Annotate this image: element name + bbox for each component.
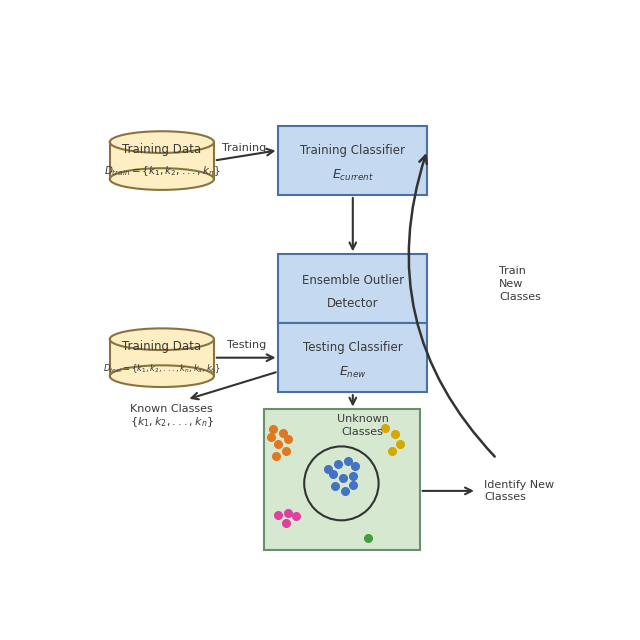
- Ellipse shape: [110, 168, 214, 190]
- Text: Training Data: Training Data: [122, 340, 202, 353]
- Text: Unknown
Classes: Unknown Classes: [337, 414, 388, 436]
- Polygon shape: [110, 142, 214, 179]
- Polygon shape: [110, 339, 214, 376]
- Text: Testing: Testing: [227, 340, 266, 350]
- Text: Detector: Detector: [327, 298, 379, 310]
- Text: $E_{current}$: $E_{current}$: [332, 168, 374, 183]
- Bar: [278, 126, 428, 195]
- Ellipse shape: [110, 328, 214, 350]
- Bar: [278, 254, 428, 323]
- Ellipse shape: [110, 365, 214, 387]
- Text: $E_{new}$: $E_{new}$: [339, 365, 367, 380]
- Text: Training: Training: [221, 143, 266, 153]
- FancyArrowPatch shape: [409, 156, 495, 456]
- Ellipse shape: [110, 131, 214, 153]
- Text: Identify New
Classes: Identify New Classes: [484, 480, 554, 502]
- Bar: [264, 410, 420, 550]
- Text: Ensemble Outlier: Ensemble Outlier: [301, 274, 404, 287]
- Text: Training Data: Training Data: [122, 143, 202, 156]
- Text: $D_{test} = \{k_1,k_2,...,k_n,k_a,k_b\}$: $D_{test} = \{k_1,k_2,...,k_n,k_a,k_b\}$: [103, 362, 221, 375]
- Text: $\{k_1,k_2,...,k_n\}$: $\{k_1,k_2,...,k_n\}$: [130, 415, 214, 429]
- Text: Known Classes: Known Classes: [131, 404, 213, 415]
- Text: Training Classifier: Training Classifier: [300, 144, 405, 157]
- Text: Testing Classifier: Testing Classifier: [303, 341, 403, 354]
- Text: Train
New
Classes: Train New Classes: [499, 266, 541, 302]
- Bar: [278, 323, 428, 392]
- Text: $D_{train} = \{k_1,k_2,...,k_n\}$: $D_{train} = \{k_1,k_2,...,k_n\}$: [104, 164, 220, 179]
